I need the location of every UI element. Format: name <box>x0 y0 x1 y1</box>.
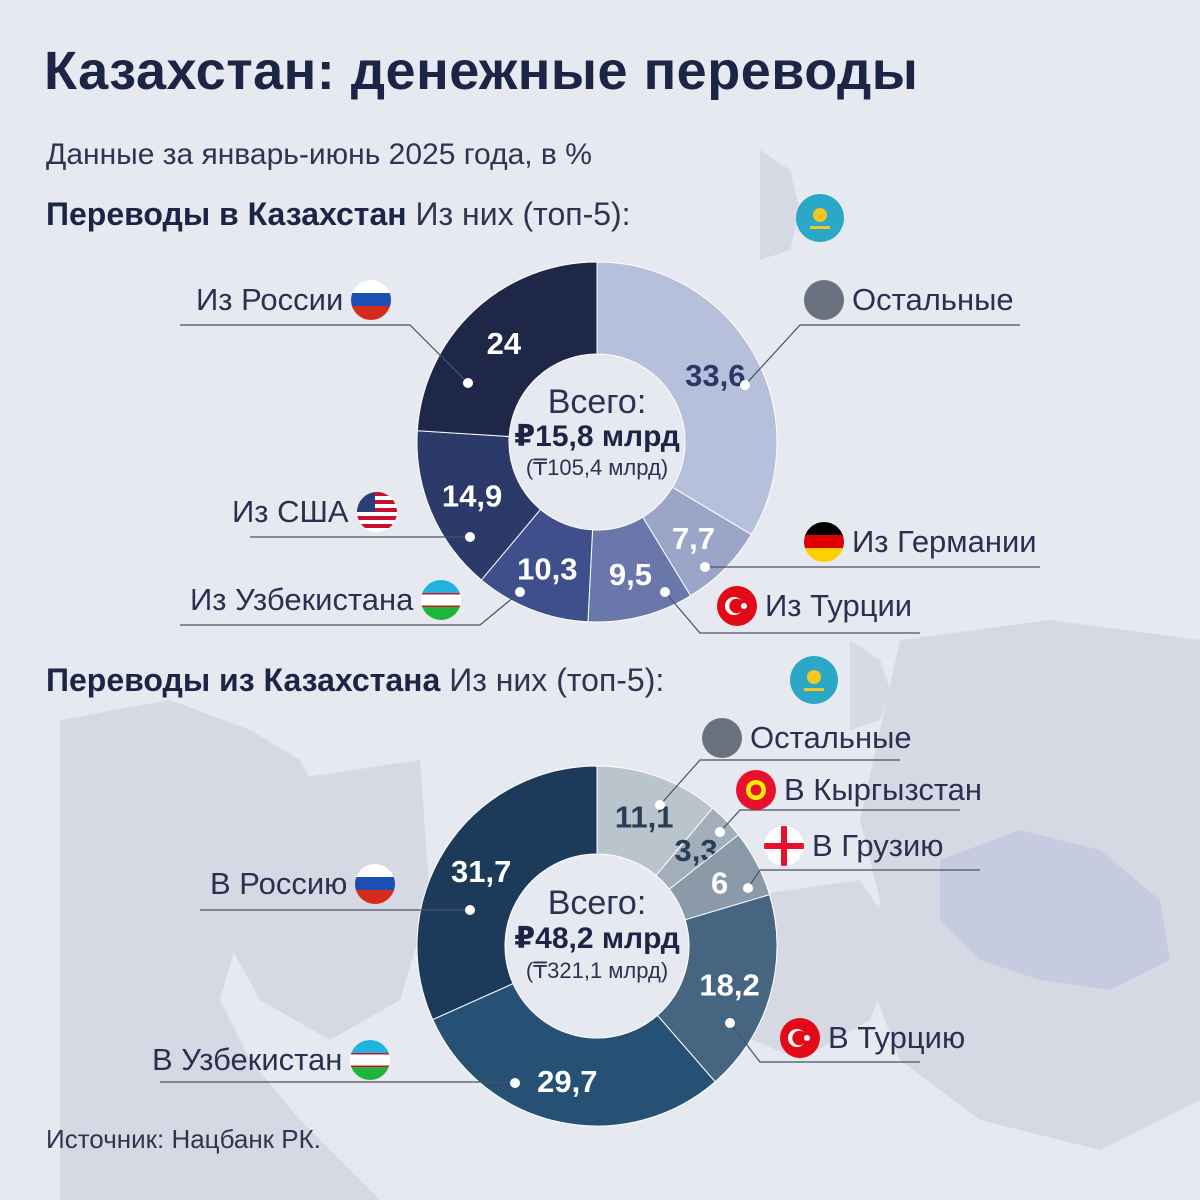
legend-label: В Турцию <box>828 1020 966 1055</box>
legend-to-georgia: В Грузию <box>764 826 944 866</box>
outbound-center-total-kzt: (₸321,1 млрд) <box>526 958 668 983</box>
legend-to-kyrgyzstan: В Кыргызстан <box>736 770 982 810</box>
inbound-center-label: Всего: <box>548 383 647 421</box>
uzbekistan-flag-icon <box>421 580 462 620</box>
page-title: Казахстан: денежные переводы <box>44 41 919 101</box>
legend-label: Остальные <box>750 720 912 755</box>
kyrgyzstan-flag-icon <box>736 770 776 810</box>
inbound-heading-row: Переводы в Казахстан Из них (топ-5): <box>46 196 631 233</box>
slice-value-label: 18,2 <box>699 968 759 1003</box>
leader-dot <box>515 587 525 597</box>
leader-dot <box>510 1078 520 1088</box>
slice-value-label: 10,3 <box>517 552 577 587</box>
legend-label: Из Узбекистана <box>190 582 414 617</box>
leader-line <box>747 869 980 889</box>
leader-dot <box>725 1018 735 1028</box>
usa-flag-icon <box>356 492 397 532</box>
legend-from-uzbekistan: Из Узбекистана <box>190 580 462 620</box>
legend-label: Из Турции <box>765 588 913 623</box>
leader-dot <box>743 883 753 893</box>
legend-label: В Кыргызстан <box>784 772 983 807</box>
legend-others-out: Остальные <box>702 718 912 758</box>
donut-slice <box>596 261 778 536</box>
other-dot-icon <box>804 280 844 320</box>
slice-value-label: 7,7 <box>672 521 715 556</box>
leader-line <box>180 591 521 626</box>
leader-line <box>664 591 920 634</box>
legend-from-turkey: Из Турции <box>717 586 912 626</box>
outbound-center-label: Всего: <box>548 884 647 922</box>
legend-label: Из Германии <box>852 524 1037 559</box>
legend-to-uzbekistan: В Узбекистан <box>152 1040 391 1080</box>
turkey-flag-icon <box>780 1018 820 1058</box>
outbound-note: Из них (топ-5): <box>449 662 665 698</box>
leader-dot <box>465 905 475 915</box>
legend-from-usa: Из США <box>232 492 397 532</box>
donut-slice <box>416 261 598 438</box>
leader-lines <box>160 324 1040 1088</box>
legend-others-in: Остальные <box>804 280 1014 320</box>
kazakhstan-flag-icon <box>796 194 844 242</box>
leader-line <box>160 1081 516 1084</box>
leader-line <box>744 324 1020 386</box>
other-dot-icon <box>702 718 742 758</box>
outbound-heading-row: Переводы из Казахстана Из них (топ-5): <box>46 662 664 699</box>
slice-value-label: 29,7 <box>537 1064 597 1099</box>
kazakhstan-flag-icon <box>790 656 838 704</box>
russia-flag-icon <box>355 864 396 904</box>
leader-dot <box>660 587 670 597</box>
legend-label: Остальные <box>852 282 1014 317</box>
slice-value-label: 6 <box>711 866 728 901</box>
leader-line <box>659 759 900 806</box>
legend-to-turkey: В Турцию <box>780 1018 965 1058</box>
legend-label: Из США <box>232 494 349 529</box>
legend-label: В Грузию <box>812 828 944 863</box>
donut-slice <box>416 765 598 1021</box>
donut-slice <box>416 430 542 581</box>
inbound-heading: Переводы в Казахстан <box>46 196 407 232</box>
legend-from-russia: Из России <box>196 280 392 320</box>
slice-value-label: 24 <box>487 326 522 361</box>
legend-label: Из России <box>196 282 344 317</box>
legend-label: В Узбекистан <box>152 1042 343 1077</box>
legend-to-russia: В Россию <box>210 864 396 904</box>
uzbekistan-flag-icon <box>350 1040 391 1080</box>
slice-value-label: 33,6 <box>685 358 745 393</box>
germany-flag-icon <box>804 522 844 562</box>
russia-flag-icon <box>351 280 392 320</box>
inbound-note: Из них (топ-5): <box>415 196 631 232</box>
leader-dot <box>700 562 710 572</box>
inbound-center-total-kzt: (₸105,4 млрд) <box>526 455 668 480</box>
outbound-heading: Переводы из Казахстана <box>46 662 441 698</box>
leader-line <box>719 809 960 833</box>
legend-label: В Россию <box>210 866 348 901</box>
inbound-center-total: ₽15,8 млрд <box>514 420 679 453</box>
leader-dot <box>715 827 725 837</box>
leader-line <box>729 1022 920 1063</box>
slice-value-label: 14,9 <box>442 479 502 514</box>
legend-from-germany: Из Германии <box>804 522 1037 562</box>
source-note: Источник: Нацбанк РК. <box>46 1124 321 1154</box>
leader-dot <box>655 800 665 810</box>
page-subtitle: Данные за январь-июнь 2025 года, в % <box>46 138 592 171</box>
turkey-flag-icon <box>717 586 757 626</box>
donut-slice <box>432 982 716 1127</box>
leader-dot <box>740 380 750 390</box>
leader-dot <box>465 532 475 542</box>
slice-value-label: 31,7 <box>451 854 511 889</box>
leader-line <box>180 324 469 384</box>
georgia-flag-icon <box>764 826 804 866</box>
slice-value-label: 9,5 <box>609 557 652 592</box>
donut-slice <box>656 894 778 1083</box>
leader-dot <box>463 378 473 388</box>
outbound-center-total: ₽48,2 млрд <box>514 922 679 955</box>
